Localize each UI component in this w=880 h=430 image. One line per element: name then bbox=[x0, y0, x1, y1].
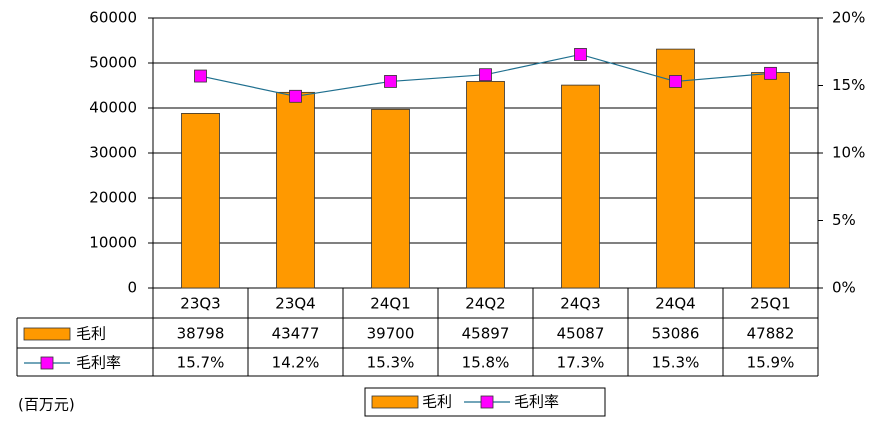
table-value: 38798 bbox=[177, 325, 225, 343]
unit-label: (百万元) bbox=[18, 396, 75, 414]
marker bbox=[384, 75, 397, 88]
y2-tick-label: 15% bbox=[832, 76, 865, 94]
legend-label: 毛利 bbox=[422, 393, 452, 411]
y2-tick-label: 5% bbox=[832, 211, 856, 229]
bar bbox=[466, 81, 505, 289]
x-tick-label: 24Q4 bbox=[655, 295, 695, 313]
table-key-marker bbox=[40, 356, 54, 370]
table-value: 15.7% bbox=[177, 354, 225, 372]
x-tick-label: 25Q1 bbox=[750, 295, 790, 313]
table-value: 43477 bbox=[272, 325, 320, 343]
table-key-swatch bbox=[23, 327, 71, 341]
y2-tick-label: 0% bbox=[832, 279, 856, 297]
legend-label: 毛利率 bbox=[514, 393, 559, 411]
bar bbox=[751, 72, 790, 289]
y-tick-label: 60000 bbox=[89, 9, 137, 27]
legend-marker bbox=[480, 395, 494, 409]
bar bbox=[656, 48, 695, 289]
y-tick-label: 40000 bbox=[89, 99, 137, 117]
table-value: 45087 bbox=[557, 325, 605, 343]
marker bbox=[194, 69, 207, 83]
marker bbox=[764, 66, 777, 80]
marker bbox=[479, 68, 492, 82]
table-row-label: 毛利率 bbox=[76, 354, 121, 372]
x-tick-label: 24Q3 bbox=[560, 295, 600, 313]
y2-tick-label: 10% bbox=[832, 144, 865, 162]
table-row-label: 毛利 bbox=[76, 325, 106, 343]
table-value: 15.8% bbox=[462, 354, 510, 372]
y-tick-label: 10000 bbox=[89, 234, 137, 252]
bar bbox=[561, 84, 600, 289]
table-value: 39700 bbox=[367, 325, 415, 343]
bar bbox=[181, 113, 220, 289]
legend-swatch bbox=[371, 395, 419, 409]
table-value: 15.3% bbox=[652, 354, 700, 372]
table-value: 47882 bbox=[747, 325, 795, 343]
x-tick-label: 24Q2 bbox=[465, 295, 505, 313]
table-value: 15.9% bbox=[747, 354, 795, 372]
bar bbox=[371, 108, 410, 289]
marker bbox=[669, 75, 682, 88]
x-tick-label: 23Q4 bbox=[275, 295, 315, 313]
table-value: 45897 bbox=[462, 325, 510, 343]
bar bbox=[276, 91, 315, 289]
y-tick-label: 20000 bbox=[89, 189, 137, 207]
y-tick-label: 50000 bbox=[89, 54, 137, 72]
table-value: 17.3% bbox=[557, 354, 605, 372]
table-value: 14.2% bbox=[272, 354, 320, 372]
marker bbox=[289, 89, 302, 103]
x-tick-label: 24Q1 bbox=[370, 295, 410, 313]
table-value: 53086 bbox=[652, 325, 700, 343]
table-value: 15.3% bbox=[367, 354, 415, 372]
y2-tick-label: 20% bbox=[832, 9, 865, 27]
y-tick-label: 30000 bbox=[89, 144, 137, 162]
y-tick-label: 0 bbox=[127, 279, 137, 297]
marker bbox=[574, 48, 587, 61]
x-tick-label: 23Q3 bbox=[180, 295, 220, 313]
